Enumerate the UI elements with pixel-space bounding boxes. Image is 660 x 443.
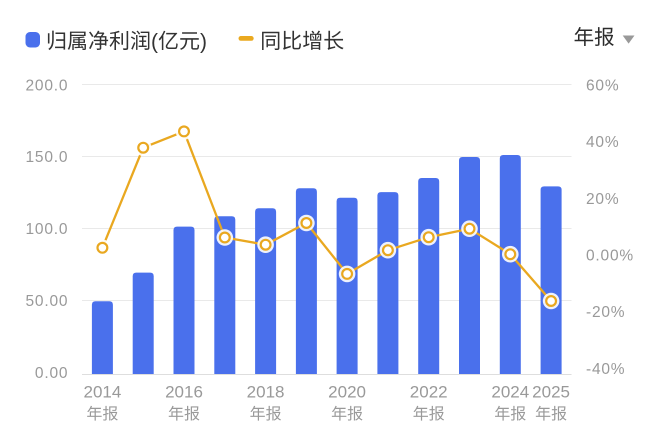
svg-text:60%: 60%	[586, 77, 619, 94]
svg-text:2016: 2016	[165, 383, 203, 402]
svg-text:2022: 2022	[410, 383, 448, 402]
svg-text:): )	[200, 30, 207, 53]
svg-text:2014: 2014	[83, 383, 121, 402]
svg-text:40%: 40%	[586, 134, 619, 151]
svg-text:(: (	[151, 30, 158, 53]
svg-text:2024: 2024	[491, 383, 529, 402]
svg-text:20%: 20%	[586, 191, 619, 208]
svg-text:0.00%: 0.00%	[586, 248, 634, 265]
svg-text:-40%: -40%	[586, 361, 625, 378]
svg-text:2025: 2025	[532, 383, 570, 402]
svg-text:150.0: 150.0	[26, 149, 69, 166]
svg-text:-20%: -20%	[586, 304, 625, 321]
svg-text:50.00: 50.00	[26, 293, 69, 310]
svg-text:200.0: 200.0	[26, 77, 69, 94]
svg-text:0.00: 0.00	[35, 365, 68, 382]
svg-text:2020: 2020	[328, 383, 366, 402]
svg-text:2018: 2018	[247, 383, 285, 402]
svg-text:100.0: 100.0	[26, 221, 69, 238]
